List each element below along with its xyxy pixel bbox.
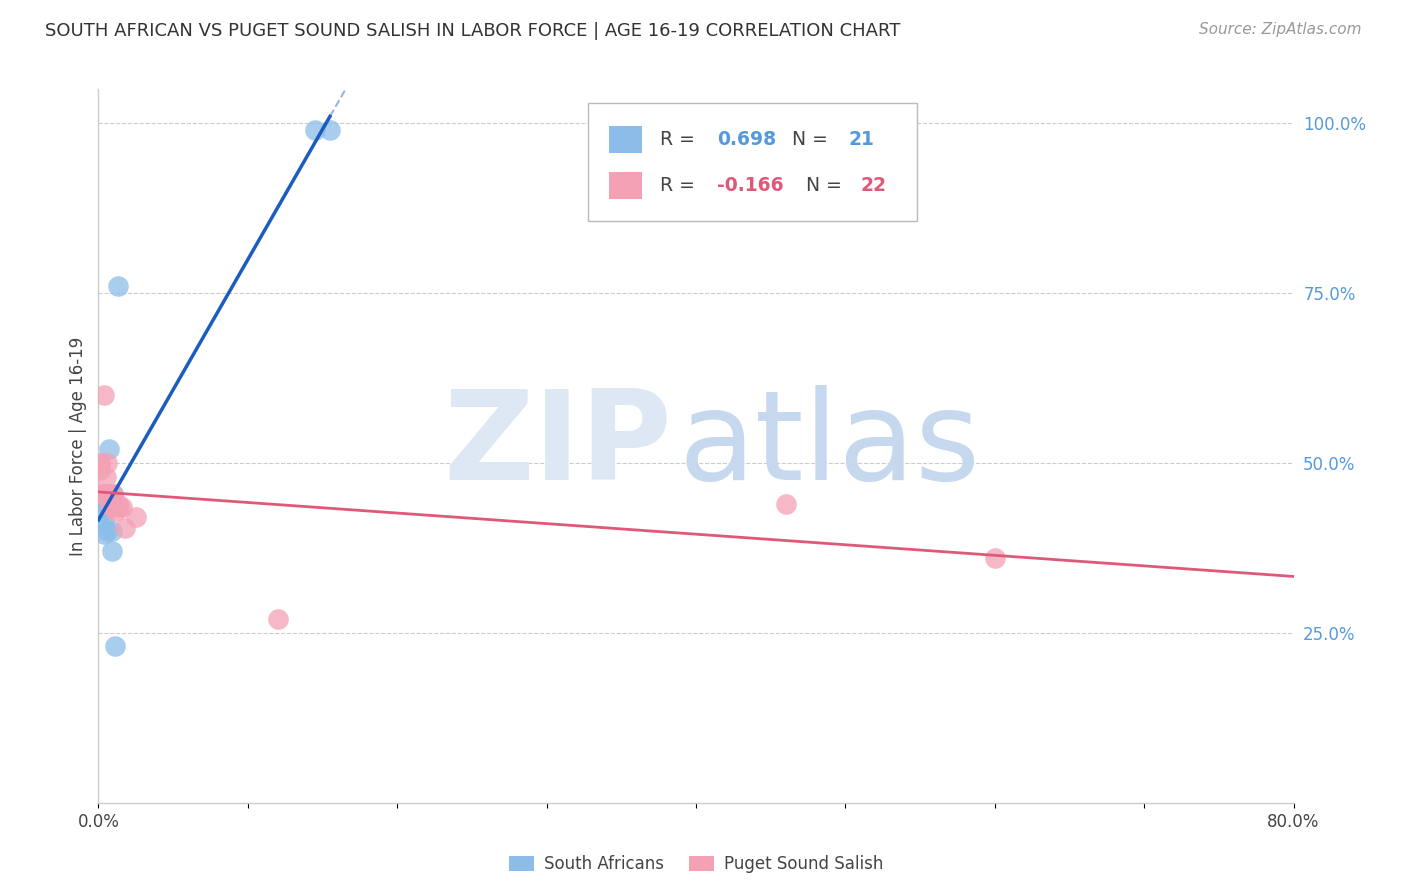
Point [89, 463, 111, 477]
Point [90, 517, 112, 532]
Point [89, 500, 111, 515]
Point [89, 456, 111, 470]
Legend: South Africans, Puget Sound Salish: South Africans, Puget Sound Salish [502, 849, 890, 880]
Point [97, 442, 120, 457]
Point [125, 510, 148, 524]
Bar [609, 172, 643, 199]
Text: ZIP: ZIP [443, 385, 672, 507]
Point [111, 500, 134, 515]
Text: 21: 21 [849, 129, 875, 149]
Point [775, 497, 797, 511]
Point [98, 486, 122, 500]
Point [91, 486, 114, 500]
Point [101, 524, 124, 538]
Point [90, 503, 112, 517]
Text: atlas: atlas [678, 385, 980, 507]
Point [267, 612, 290, 626]
Text: SOUTH AFRICAN VS PUGET SOUND SALISH IN LABOR FORCE | AGE 16-19 CORRELATION CHART: SOUTH AFRICAN VS PUGET SOUND SALISH IN L… [45, 22, 900, 40]
Point [101, 500, 124, 515]
Point [91, 497, 114, 511]
Point [104, 640, 127, 654]
Point [97, 486, 120, 500]
Bar [609, 126, 643, 153]
Point [101, 544, 124, 558]
Point [107, 497, 129, 511]
Y-axis label: In Labor Force | Age 16-19: In Labor Force | Age 16-19 [69, 336, 87, 556]
Point [304, 123, 326, 137]
Point [91, 486, 114, 500]
Point [103, 486, 125, 500]
Point [93, 388, 115, 402]
Point [114, 520, 136, 534]
Text: 0.698: 0.698 [717, 129, 776, 149]
Text: -0.166: -0.166 [717, 176, 785, 195]
Point [108, 500, 131, 515]
Text: R =: R = [661, 129, 702, 149]
Point [93, 514, 115, 528]
Point [107, 279, 129, 293]
Point [94, 486, 117, 500]
Point [89, 497, 111, 511]
Point [93, 527, 115, 541]
Point [91, 486, 114, 500]
Text: 22: 22 [860, 176, 887, 195]
Point [94, 497, 117, 511]
Point [98, 497, 122, 511]
Point [96, 524, 118, 538]
Point [96, 500, 118, 515]
Point [103, 486, 125, 500]
Point [94, 469, 117, 483]
Point [984, 551, 1007, 566]
Point [91, 500, 114, 515]
Text: N =: N = [780, 129, 834, 149]
Text: R =: R = [661, 176, 702, 195]
Point [105, 503, 128, 517]
Text: Source: ZipAtlas.com: Source: ZipAtlas.com [1198, 22, 1361, 37]
Point [96, 456, 118, 470]
Text: N =: N = [794, 176, 848, 195]
Point [319, 123, 342, 137]
FancyBboxPatch shape [589, 103, 917, 221]
Point [89, 456, 111, 470]
